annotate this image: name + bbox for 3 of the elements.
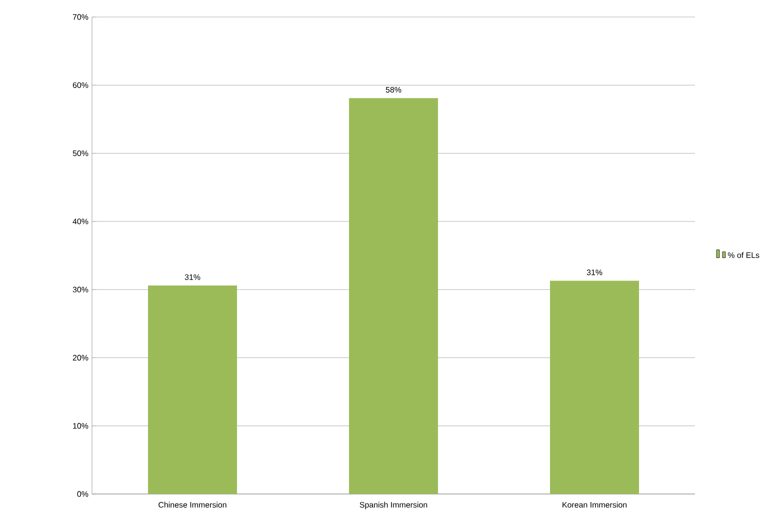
bar (148, 285, 238, 494)
bar (349, 98, 438, 494)
bar (550, 280, 640, 494)
